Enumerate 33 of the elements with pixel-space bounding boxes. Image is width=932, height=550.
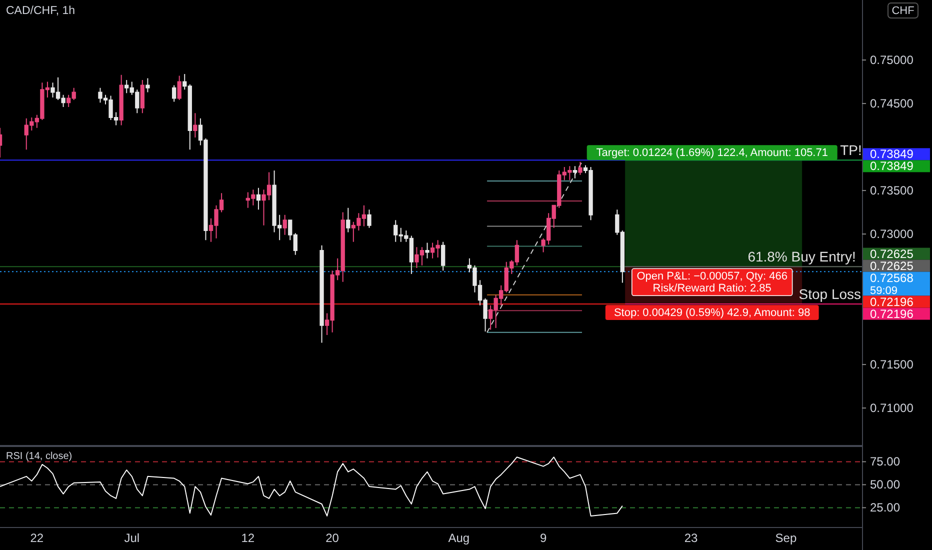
annotation: Open P&L: −0.00057, Qty: 466 Risk/Reward Ratio: 2.85 — [636, 270, 788, 295]
x-tick-label: Jul — [124, 531, 140, 545]
ref-line-label: 0.72568 59:09 — [870, 270, 914, 297]
y-tick-label: 0.73500 — [870, 184, 914, 198]
y-tick-label: 50.00 — [870, 478, 900, 492]
ref-line-label: 0.72625 — [870, 246, 914, 261]
y-tick-label: 0.73000 — [870, 227, 914, 242]
x-tick-label: 9 — [540, 531, 547, 545]
x-tick-label: 23 — [684, 531, 698, 545]
ref-line-label: 0.73849 — [870, 159, 914, 174]
y-tick-label: 75.00 — [870, 454, 900, 469]
x-tick-label: Sep — [775, 531, 797, 545]
y-tick-label: 0.71000 — [870, 401, 914, 416]
x-tick-label: 20 — [326, 531, 340, 545]
x-tick-label: 22 — [30, 531, 44, 545]
y-tick-label: 0.74500 — [870, 96, 914, 111]
chart-title: CAD/CHF, 1h — [6, 5, 76, 17]
chart-title: RSI (14, close) — [6, 451, 72, 462]
x-tick-label: 12 — [241, 531, 255, 545]
ref-line-label: 0.72625 — [870, 258, 914, 273]
annotation: Target: 0.01224 (1.69%) 122.4, Amount: 105.71 — [596, 147, 828, 160]
annotation: Stop Loss — [798, 286, 862, 302]
ref-line-label: 0.72196 — [870, 306, 914, 321]
y-tick-label: 0.71500 — [870, 358, 914, 372]
annotation: TP! — [840, 142, 862, 158]
x-tick-label: Aug — [448, 531, 470, 545]
annotation: 61.8% Buy Entry! — [748, 248, 856, 265]
y-tick-label: 0.75000 — [870, 53, 914, 68]
annotation: Stop: 0.00429 (0.59%) 42.9, Amount: 98 — [614, 306, 810, 319]
y-tick-label: 25.00 — [870, 500, 900, 515]
ref-line-label: 0.73849 — [870, 147, 914, 162]
y-axis-title: CHF — [892, 5, 915, 17]
ref-line-label: 0.72196 — [870, 294, 914, 309]
